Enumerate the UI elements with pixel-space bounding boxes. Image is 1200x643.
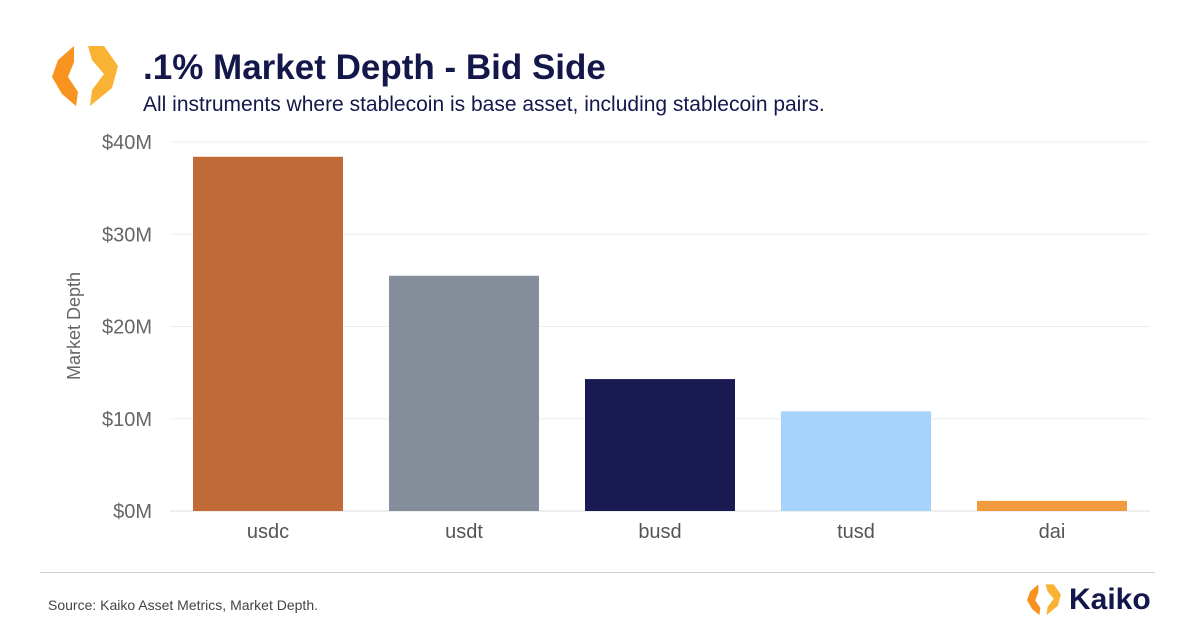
y-tick-label: $20M xyxy=(102,317,152,339)
x-tick-label: usdt xyxy=(445,521,483,543)
x-tick-label: busd xyxy=(638,521,681,543)
bar-dai xyxy=(977,500,1127,511)
chart-title: .1% Market Depth - Bid Side xyxy=(143,48,606,87)
y-tick-label: $40M xyxy=(102,132,152,154)
kaiko-logo-icon xyxy=(1027,584,1061,616)
source-note: Source: Kaiko Asset Metrics, Market Dept… xyxy=(48,597,318,613)
footer-divider xyxy=(40,572,1155,573)
bar-usdc xyxy=(193,156,343,511)
y-tick-label: $30M xyxy=(102,224,152,246)
kaiko-logo-icon xyxy=(52,46,118,106)
brand-logo: Kaiko xyxy=(1027,583,1151,617)
brand-name: Kaiko xyxy=(1069,583,1151,616)
x-tick-label: dai xyxy=(1039,521,1066,543)
bar-usdt xyxy=(389,275,539,511)
x-tick-label: usdc xyxy=(247,521,289,543)
y-axis-label: Market Depth xyxy=(64,272,84,380)
bar-tusd xyxy=(781,411,931,511)
bar-busd xyxy=(585,379,735,511)
y-tick-label: $0M xyxy=(113,501,152,523)
x-tick-label: tusd xyxy=(837,521,875,543)
chart-subtitle: All instruments where stablecoin is base… xyxy=(143,93,825,116)
y-tick-label: $10M xyxy=(102,409,152,431)
